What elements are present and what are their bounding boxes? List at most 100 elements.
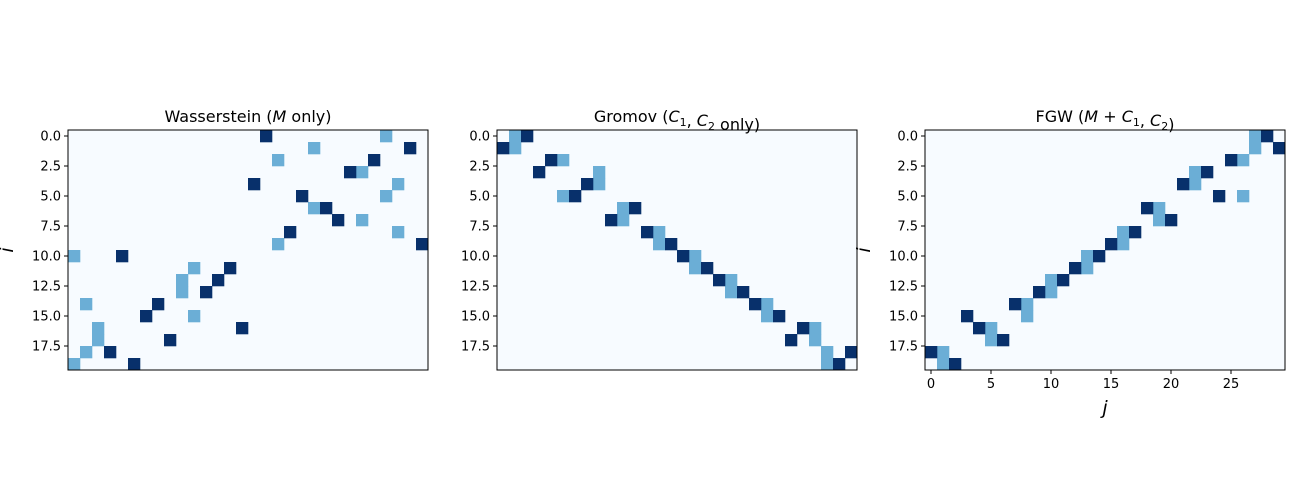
heatmap-cell-dark — [152, 298, 165, 311]
heatmap-cell-dark — [569, 190, 582, 203]
heatmap-cell-dark — [104, 346, 117, 359]
y-tick-label: 15.0 — [889, 310, 918, 325]
heatmap-cell-dark — [116, 250, 129, 263]
heatmap-cell-dark — [344, 166, 357, 179]
heatmap-cell-dark — [1273, 142, 1286, 155]
y-tick-label: 17.5 — [461, 340, 490, 355]
heatmap-cell-dark — [212, 274, 225, 287]
heatmap-cell-mid — [509, 130, 522, 143]
x-tick-label: 5 — [987, 377, 995, 392]
heatmap-cell-mid — [380, 190, 393, 203]
heatmap-cell-dark — [581, 178, 594, 191]
heatmap-cell-dark — [248, 178, 261, 191]
heatmap-cell-dark — [140, 310, 153, 323]
heatmap-cell-mid — [1021, 310, 1034, 323]
heatmap-cell-mid — [821, 358, 834, 371]
heatmap-cell-dark — [773, 310, 786, 323]
y-tick-label: 7.5 — [469, 220, 490, 235]
heatmap-cell-mid — [937, 358, 950, 371]
heatmap-cell-mid — [557, 190, 570, 203]
axes-frame — [67, 129, 429, 371]
y-tick-label: 10.0 — [461, 250, 490, 265]
heatmap-cell-dark — [368, 154, 381, 167]
heatmap-cell-dark — [677, 250, 690, 263]
panel-2: Gromov (C1, C2 only) 0.0 2.5 5.0 7.5 10.0 12.5… — [461, 107, 858, 371]
y-tick-label: 0.0 — [40, 130, 61, 145]
x-tick-label: 25 — [1223, 377, 1240, 392]
heatmap-cell-mid — [1237, 190, 1250, 203]
y-tick-label: 10.0 — [32, 250, 61, 265]
heatmap-cell-dark — [260, 130, 273, 143]
y-tick-label: 12.5 — [461, 280, 490, 295]
heatmap-cell-mid — [557, 154, 570, 167]
heatmap-cell-dark — [521, 130, 534, 143]
heatmap-cell-dark — [1069, 262, 1082, 275]
heatmap-cell-mid — [1249, 142, 1262, 155]
y-tick-label: 17.5 — [889, 340, 918, 355]
heatmap-cell-dark — [284, 226, 297, 239]
y-tick-label: 12.5 — [32, 280, 61, 295]
heatmap-cell-mid — [689, 262, 702, 275]
heatmap-cell-mid — [272, 154, 285, 167]
y-tick-label: 7.5 — [40, 220, 61, 235]
x-tick-label: 10 — [1043, 377, 1060, 392]
heatmap-cell-dark — [641, 226, 654, 239]
x-tick-label: 20 — [1163, 377, 1180, 392]
chart-title: Wasserstein (M only) — [164, 107, 331, 126]
heatmap-cell-dark — [200, 286, 213, 299]
heatmap-cell-mid — [176, 274, 189, 287]
heatmap-cell-dark — [949, 358, 962, 371]
heatmap-cell-dark — [737, 286, 750, 299]
heatmap-cell-mid — [1045, 286, 1058, 299]
heatmap-cell-dark — [701, 262, 714, 275]
heatmap-cell-dark — [797, 322, 810, 335]
x-tick-label: 15 — [1103, 377, 1120, 392]
heatmap-cell-mid — [1189, 166, 1202, 179]
heatmap-cell-mid — [1117, 238, 1130, 251]
heatmap-cell-dark — [1225, 154, 1238, 167]
heatmap-cell-dark — [973, 322, 986, 335]
heatmap-cell-mid — [68, 358, 81, 371]
heatmap-cell-mid — [1045, 274, 1058, 287]
heatmap-cell-dark — [629, 202, 642, 215]
heatmap-cell-mid — [1021, 298, 1034, 311]
heatmap-cell-mid — [725, 286, 738, 299]
heatmap-cell-mid — [1153, 214, 1166, 227]
heatmap-cell-dark — [1033, 286, 1046, 299]
heatmap-cell-dark — [997, 334, 1010, 347]
heatmap-cell-mid — [1249, 130, 1262, 143]
heatmap-cell-mid — [356, 166, 369, 179]
heatmap-cell-mid — [593, 166, 606, 179]
heatmap-cell-mid — [392, 178, 405, 191]
heatmap-cell-dark — [1165, 214, 1178, 227]
heatmap-cell-dark — [925, 346, 938, 359]
heatmap-cell-mid — [937, 346, 950, 359]
heatmap-cell-mid — [725, 274, 738, 287]
heatmap-cell-dark — [545, 154, 558, 167]
heatmap-cell-mid — [653, 226, 666, 239]
heatmap-cell-mid — [1081, 250, 1094, 263]
heatmap-cell-dark — [961, 310, 974, 323]
heatmap-cell-mid — [1153, 202, 1166, 215]
heatmap-cell-mid — [617, 202, 630, 215]
heatmap-cell-mid — [356, 214, 369, 227]
y-tick-label: 12.5 — [889, 280, 918, 295]
heatmap-cell-mid — [809, 322, 822, 335]
panel-3: FGW (M + C1, C2) 0.0 2.5 5.0 7.5 10.0 12.5 15.0… — [853, 107, 1286, 419]
heatmap-cell-mid — [176, 286, 189, 299]
heatmap-cell-dark — [236, 322, 249, 335]
heatmap-cell-dark — [497, 142, 510, 155]
heatmap-cell-mid — [985, 334, 998, 347]
heatmap-cell-mid — [188, 310, 201, 323]
heatmap-cell-mid — [985, 322, 998, 335]
y-tick-label: 5.0 — [897, 190, 918, 205]
y-tick-label: 15.0 — [461, 310, 490, 325]
heatmap-cell-dark — [332, 214, 345, 227]
heatmap-cell-mid — [308, 142, 321, 155]
heatmap-cell-dark — [296, 190, 309, 203]
heatmap-cell-mid — [392, 226, 405, 239]
heatmap-cell-mid — [80, 298, 93, 311]
axes-frame — [496, 129, 858, 371]
heatmap-cell-dark — [713, 274, 726, 287]
